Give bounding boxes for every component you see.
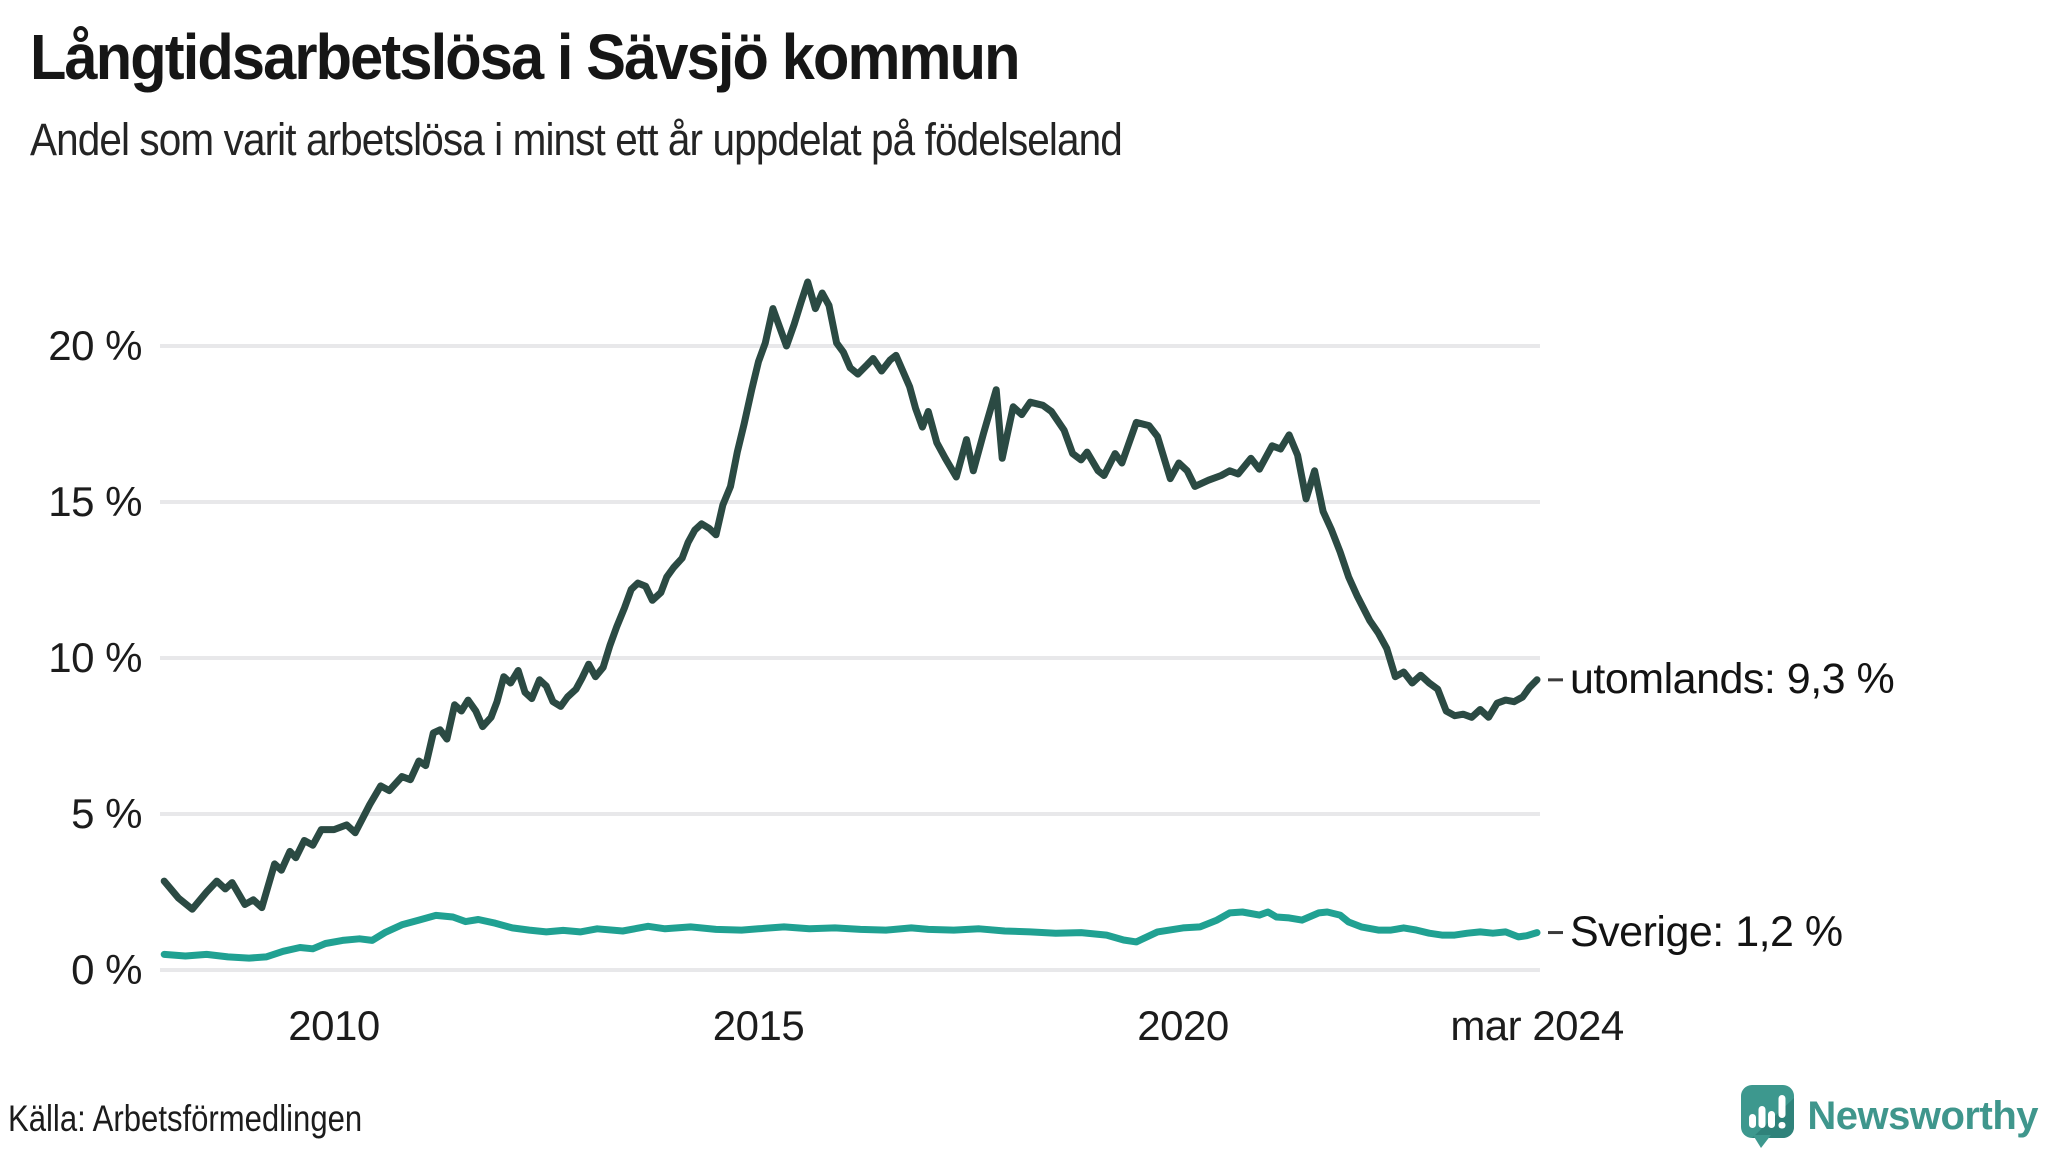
line-sverige [160,908,1541,962]
newsworthy-logo-icon [1741,1085,1795,1148]
x-axis-tick-label: 2020 [1137,1002,1229,1049]
x-axis-tick-label: mar 2024 [1450,1002,1624,1049]
newsworthy-wordmark: Newsworthy [1807,1094,2038,1138]
y-axis-tick-label: 20 % [48,322,142,369]
gridlines [160,344,1540,972]
x-axis-tick-label: 2015 [712,1002,805,1049]
x-axis-tick-label: 2010 [288,1002,380,1049]
series-label-utomlands: utomlands: 9,3 % [1570,654,1895,703]
y-axis-tick-label: 10 % [48,634,142,681]
chart-title: Långtidsarbetslösa i Sävsjö kommun [30,21,1020,93]
line-utomlands [160,278,1541,913]
series-label-sverige: Sverige: 1,2 % [1570,907,1843,956]
y-axis-tick-label: 5 % [71,790,142,837]
bar-chart-glyph [1749,1095,1786,1129]
y-axis-tick-label: 0 % [71,946,142,993]
source-note: Källa: Arbetsförmedlingen [8,1098,363,1139]
y-axis-tick-label: 15 % [48,478,142,525]
chart-subtitle: Andel som varit arbetslösa i minst ett å… [30,114,1123,165]
newsworthy-brand: Newsworthy [1740,1084,2038,1149]
